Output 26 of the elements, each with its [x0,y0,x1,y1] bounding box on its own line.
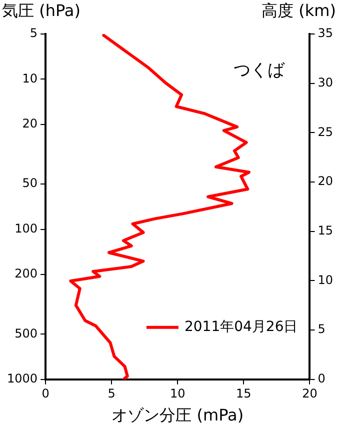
y-tick-label: 100 [14,221,38,236]
y-tick-label: 50 [22,176,38,190]
y-tick-label: 20 [22,116,38,130]
y2-tick-label: 25 [318,124,334,139]
y-tick-label: 200 [14,266,38,281]
x-axis-title: オゾン分圧 (mPa) [112,406,244,425]
y2-tick-label: 0 [318,372,326,386]
annotation: つくば [234,60,286,80]
y2-tick-label: 35 [318,26,334,40]
y2-tick-label: 15 [318,223,334,238]
x-tick-label: 5 [108,386,116,401]
x-tick-label: 10 [170,386,186,401]
y-axis-title: 気圧 (hPa) [2,1,80,20]
y2-tick-label: 20 [318,174,334,188]
y2-axis-title: 高度 (km) [262,1,336,20]
y2-tick-label: 30 [318,75,334,90]
y-tick-label: 500 [14,326,38,340]
y-tick-label: 5 [30,26,38,40]
y2-tick-label: 10 [318,272,334,287]
legend-label: 2011年04月26日 [184,319,298,336]
y-tick-label: 1000 [6,372,38,386]
y-tick-label: 10 [22,71,38,86]
x-tick-label: 0 [42,386,50,401]
x-tick-label: 15 [236,386,252,401]
x-tick-label: 20 [302,386,318,401]
y2-tick-label: 5 [318,322,326,336]
